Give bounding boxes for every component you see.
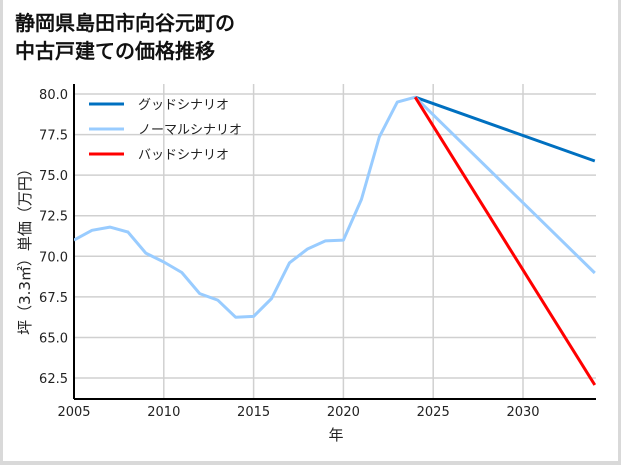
y-tick-label: 80.0 xyxy=(39,88,68,103)
legend-label: グッドシナリオ xyxy=(138,98,229,113)
x-tick-label: 2015 xyxy=(237,405,270,420)
x-tick-label: 2005 xyxy=(57,405,90,420)
y-tick-label: 77.5 xyxy=(39,129,68,144)
title-line-1: 静岡県島田市向谷元町の xyxy=(15,11,235,35)
chart-frame: 静岡県島田市向谷元町の 中古戸建ての価格推移 xyxy=(3,0,618,461)
series-line xyxy=(414,96,596,275)
x-tick-label: 2030 xyxy=(506,405,539,420)
series-line xyxy=(414,95,596,163)
y-axis-label: 坪（3.3㎡）単価（万円） xyxy=(16,161,34,335)
y-tick-label: 62.5 xyxy=(39,372,68,387)
series-line xyxy=(413,96,596,386)
y-tick-label: 70.0 xyxy=(39,250,68,265)
title-line-2: 中古戸建ての価格推移 xyxy=(15,39,215,63)
y-tick-label: 67.5 xyxy=(39,291,68,306)
legend-label: ノーマルシナリオ xyxy=(138,123,242,138)
y-tick-label: 65.0 xyxy=(39,331,68,346)
y-tick-label: 75.0 xyxy=(39,169,68,184)
x-tick-label: 2020 xyxy=(327,405,360,420)
series-line xyxy=(74,95,416,319)
x-tick-label: 2010 xyxy=(147,405,180,420)
x-tick-label: 2025 xyxy=(417,405,450,420)
chart-title: 静岡県島田市向谷元町の 中古戸建ての価格推移 xyxy=(15,9,235,65)
y-tick-label: 72.5 xyxy=(39,210,68,225)
x-axis-label: 年 xyxy=(328,426,343,444)
legend-label: バッドシナリオ xyxy=(138,148,229,163)
